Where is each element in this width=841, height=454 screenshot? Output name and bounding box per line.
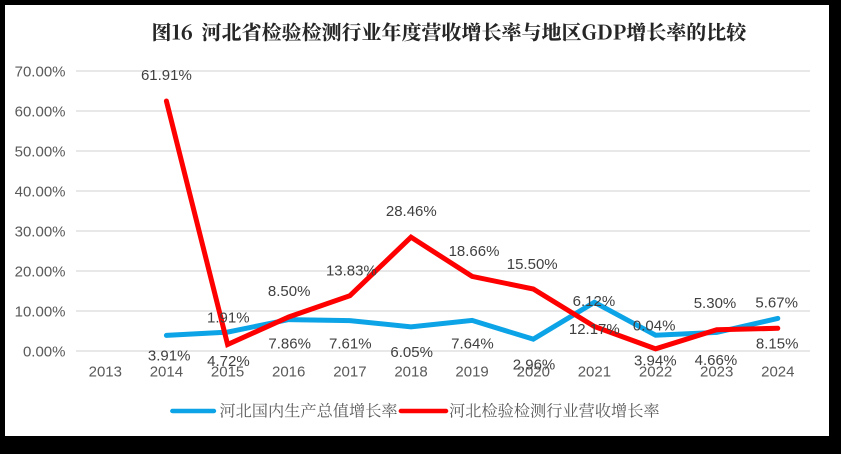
svg-text:50.00%: 50.00% (15, 143, 66, 160)
svg-text:0.00%: 0.00% (23, 343, 66, 360)
svg-text:40.00%: 40.00% (15, 183, 66, 200)
svg-text:4.66%: 4.66% (695, 352, 738, 369)
svg-text:6.12%: 6.12% (573, 293, 616, 310)
svg-text:1.91%: 1.91% (207, 310, 250, 327)
svg-text:4.72%: 4.72% (207, 353, 250, 370)
svg-text:6.05%: 6.05% (390, 344, 433, 361)
svg-text:2018: 2018 (394, 364, 427, 381)
svg-text:70.00%: 70.00% (15, 63, 66, 80)
svg-text:60.00%: 60.00% (15, 103, 66, 120)
svg-text:2016: 2016 (272, 364, 305, 381)
svg-text:20.00%: 20.00% (15, 263, 66, 280)
svg-text:28.46%: 28.46% (386, 203, 437, 220)
svg-text:2.96%: 2.96% (513, 357, 556, 374)
svg-text:3.94%: 3.94% (634, 352, 677, 369)
svg-text:2019: 2019 (455, 364, 488, 381)
svg-text:2014: 2014 (150, 364, 183, 381)
svg-text:2021: 2021 (578, 364, 611, 381)
svg-text:10.00%: 10.00% (15, 303, 66, 320)
svg-text:2020: 2020 (517, 364, 550, 381)
svg-text:2017: 2017 (333, 364, 366, 381)
svg-text:2023: 2023 (700, 364, 733, 381)
svg-text:2024: 2024 (761, 364, 794, 381)
svg-text:15.50%: 15.50% (507, 256, 558, 273)
svg-text:7.61%: 7.61% (329, 335, 372, 352)
svg-text:13.83%: 13.83% (326, 262, 377, 279)
svg-text:61.91%: 61.91% (141, 67, 192, 84)
svg-text:7.86%: 7.86% (268, 335, 311, 352)
svg-text:2013: 2013 (89, 364, 122, 381)
svg-text:3.91%: 3.91% (148, 347, 191, 364)
svg-text:18.66%: 18.66% (449, 243, 500, 260)
svg-text:7.64%: 7.64% (451, 335, 494, 352)
svg-text:2015: 2015 (211, 364, 244, 381)
svg-text:8.15%: 8.15% (756, 336, 799, 353)
svg-text:5.67%: 5.67% (755, 294, 798, 311)
svg-text:30.00%: 30.00% (15, 223, 66, 240)
svg-text:12.17%: 12.17% (569, 321, 620, 338)
svg-text:8.50%: 8.50% (268, 283, 311, 300)
svg-text:0.04%: 0.04% (633, 318, 676, 335)
svg-text:5.30%: 5.30% (694, 295, 737, 312)
svg-text:2022: 2022 (639, 364, 672, 381)
